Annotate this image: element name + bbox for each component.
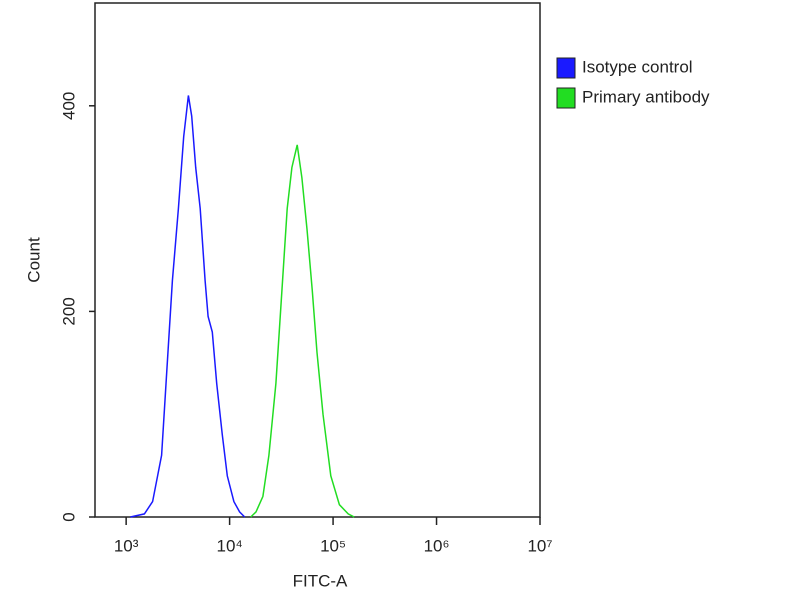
- x-tick-label: 10⁴: [216, 536, 242, 555]
- x-tick-label: 10⁵: [320, 536, 346, 555]
- y-axis-label: Count: [24, 237, 43, 283]
- x-axis-label: FITC-A: [293, 571, 348, 590]
- histogram-line: [130, 95, 246, 518]
- y-tick-label: 0: [59, 512, 78, 521]
- plot-frame: [94, 2, 541, 518]
- legend-label: Primary antibody: [582, 87, 710, 106]
- y-tick-label: 400: [59, 92, 78, 120]
- x-tick-label: 10⁷: [527, 536, 552, 555]
- x-tick-label: 10³: [114, 536, 139, 555]
- y-tick-label: 200: [59, 297, 78, 325]
- legend-swatch: [556, 87, 576, 109]
- legend-swatch: [556, 57, 576, 79]
- histogram-line: [250, 144, 355, 518]
- x-tick-label: 10⁶: [424, 536, 450, 555]
- legend-label: Isotype control: [582, 57, 693, 76]
